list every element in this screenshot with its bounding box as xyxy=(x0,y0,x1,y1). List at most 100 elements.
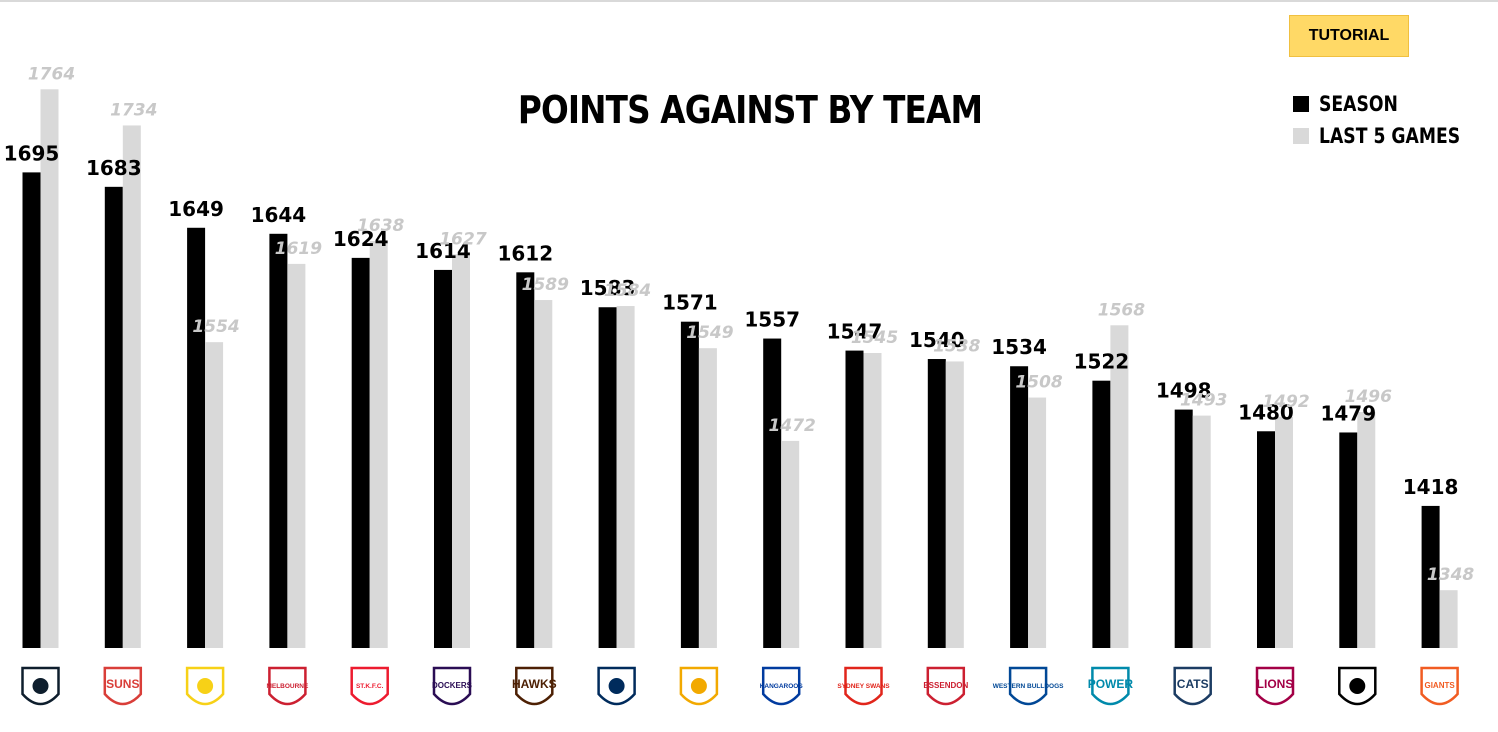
magpies-logo-emblem xyxy=(1349,678,1366,694)
st-kilda-logo-text: ST.K.F.C. xyxy=(356,683,384,690)
carlton-logo-icon xyxy=(21,666,60,706)
bulldogs-logo-icon: WESTERN BULLDOGS xyxy=(993,666,1064,706)
melbourne-logo-shape xyxy=(268,666,307,706)
bar-season-collingwood xyxy=(1339,432,1358,648)
value-label-last5-gws-giants: 1348 xyxy=(1427,565,1474,585)
bar-season-gws-giants xyxy=(1421,505,1440,648)
value-label-last5-collingwood: 1496 xyxy=(1345,387,1392,407)
bar-season-essendon xyxy=(927,359,946,648)
magpies-logo-icon xyxy=(1338,666,1377,706)
fremantle-logo-text: DOCKERS xyxy=(432,681,473,690)
st-kilda-logo-shape xyxy=(350,666,389,706)
bar-season-port-adelaide xyxy=(1092,380,1111,648)
value-label-season-north-melbourne: 1557 xyxy=(744,308,800,332)
value-label-last5-adelaide: 1584 xyxy=(604,281,651,301)
essendon-logo-text: ESSENDON xyxy=(923,681,968,690)
power-logo-text: POWER xyxy=(1088,677,1134,691)
bar-season-carlton xyxy=(22,172,41,648)
value-label-last5-geelong: 1493 xyxy=(1180,391,1227,411)
top-border xyxy=(0,0,1498,2)
power-logo-shape xyxy=(1091,666,1130,706)
value-label-season-adelaide: 1583 xyxy=(580,276,636,300)
bar-last5-western-bulldogs xyxy=(1028,397,1047,648)
bar-last5-north-melbourne xyxy=(781,440,800,648)
bulldogs-logo-shape xyxy=(1008,666,1048,706)
tigers-logo-icon xyxy=(185,666,225,706)
swans-logo-icon: SYDNEY SWANS xyxy=(837,666,890,706)
kangaroos-logo-icon: KANGAROOS xyxy=(760,666,803,706)
bar-season-north-melbourne xyxy=(763,338,782,648)
fremantle-logo-icon: DOCKERS xyxy=(432,666,473,706)
lions-logo-shape xyxy=(1255,666,1295,706)
crows-logo-shape xyxy=(597,666,636,706)
bar-season-melbourne xyxy=(269,233,288,649)
value-label-season-gold-coast-suns: 1683 xyxy=(86,156,142,180)
legend-swatch-season xyxy=(1293,96,1309,112)
value-label-last5-fremantle: 1627 xyxy=(439,229,486,249)
bar-season-adelaide xyxy=(598,307,617,648)
value-label-season-carlton: 1695 xyxy=(4,141,60,165)
suns-logo-shape xyxy=(103,666,143,706)
lions-logo-icon: LIONS xyxy=(1255,666,1295,706)
bar-last5-st-kilda xyxy=(369,241,388,649)
bulldogs-logo-text: WESTERN BULLDOGS xyxy=(993,683,1064,690)
crows-logo-emblem xyxy=(608,678,625,694)
hawks-logo-icon: HAWKS xyxy=(512,666,557,706)
bar-season-sydney xyxy=(845,350,864,648)
chart-legend: SEASON LAST 5 GAMES xyxy=(1293,88,1491,152)
cats-logo-text: CATS xyxy=(1177,677,1209,691)
bar-season-brisbane-lions xyxy=(1257,431,1275,648)
giants-logo-text: GIANTS xyxy=(1424,681,1455,690)
value-label-season-fremantle: 1614 xyxy=(415,239,471,263)
swans-logo-text: SYDNEY SWANS xyxy=(837,683,890,690)
cats-logo-shape xyxy=(1173,666,1212,706)
value-label-last5-st-kilda: 1638 xyxy=(357,216,404,236)
chart-title: POINTS AGAINST BY TEAM xyxy=(517,88,983,132)
carlton-logo-emblem xyxy=(32,678,49,694)
value-label-last5-carlton: 1764 xyxy=(28,64,75,84)
bar-last5-west-coast xyxy=(698,348,717,648)
bar-last5-port-adelaide xyxy=(1110,325,1129,648)
bar-season-fremantle xyxy=(434,269,452,648)
value-label-season-gws-giants: 1418 xyxy=(1403,475,1459,499)
value-label-last5-western-bulldogs: 1508 xyxy=(1015,373,1062,393)
suns-logo-icon: SUNS xyxy=(103,666,143,706)
value-label-season-geelong: 1498 xyxy=(1156,379,1212,403)
bar-last5-melbourne xyxy=(287,263,306,648)
tutorial-button[interactable]: TUTORIAL xyxy=(1289,15,1409,57)
value-label-season-richmond: 1649 xyxy=(168,197,224,221)
bar-last5-sydney xyxy=(863,353,882,648)
legend-swatch-last-5-games xyxy=(1293,128,1309,144)
bar-last5-fremantle xyxy=(452,254,470,648)
bar-last5-carlton xyxy=(40,89,59,648)
eagles-logo-shape xyxy=(679,666,719,706)
bar-last5-collingwood xyxy=(1357,412,1376,648)
value-label-season-melbourne: 1644 xyxy=(251,203,307,227)
bar-season-st-kilda xyxy=(351,257,370,648)
bar-season-geelong xyxy=(1174,409,1193,648)
melbourne-logo-icon: MELBOURNE xyxy=(266,666,309,706)
giants-logo-shape xyxy=(1420,666,1459,706)
legend-item-season: SEASON xyxy=(1293,88,1491,120)
value-label-last5-hawthorn: 1589 xyxy=(522,275,569,295)
bar-last5-geelong xyxy=(1192,415,1211,648)
value-label-last5-melbourne: 1619 xyxy=(275,239,322,259)
value-label-season-brisbane-lions: 1480 xyxy=(1238,400,1294,424)
crows-logo-icon xyxy=(597,666,636,706)
bar-season-richmond xyxy=(187,227,206,648)
kangaroos-logo-shape xyxy=(761,666,801,706)
lions-logo-text: LIONS xyxy=(1257,677,1294,691)
essendon-logo-icon: ESSENDON xyxy=(923,666,968,706)
value-label-last5-west-coast: 1549 xyxy=(686,323,733,343)
legend-label-last-5-games: LAST 5 GAMES xyxy=(1319,124,1461,148)
value-label-last5-sydney: 1545 xyxy=(851,328,898,348)
tigers-logo-shape xyxy=(185,666,225,706)
bar-season-western-bulldogs xyxy=(1010,366,1029,648)
bar-last5-richmond xyxy=(205,342,224,648)
value-label-last5-port-adelaide: 1568 xyxy=(1098,300,1145,320)
bar-season-gold-coast-suns xyxy=(104,186,123,648)
value-label-season-essendon: 1540 xyxy=(909,328,965,352)
value-label-season-west-coast: 1571 xyxy=(662,291,718,315)
melbourne-logo-text: MELBOURNE xyxy=(266,683,309,690)
value-label-season-port-adelaide: 1522 xyxy=(1074,350,1130,374)
